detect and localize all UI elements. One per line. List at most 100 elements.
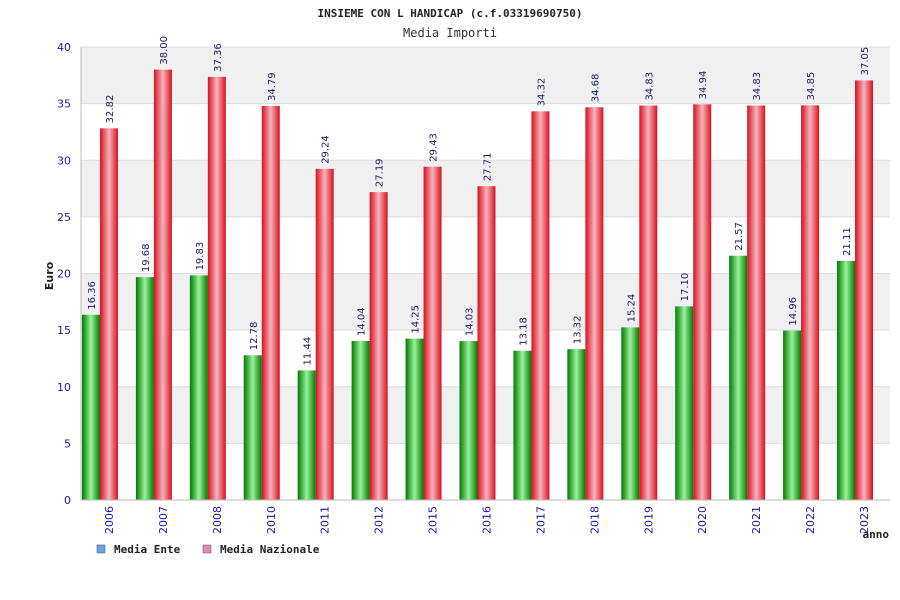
bar-media-nazionale: [531, 111, 550, 501]
data-label: 34.83: [644, 72, 655, 101]
x-tick-label: 2019: [642, 506, 655, 534]
y-tick-label: 5: [64, 437, 71, 450]
y-tick-label: 40: [57, 41, 71, 54]
bar-media-nazionale: [369, 192, 388, 501]
bar-media-ente: [81, 314, 100, 500]
data-label: 32.82: [105, 95, 116, 124]
bar-media-ente: [675, 306, 694, 500]
x-tick-label: 2018: [588, 506, 601, 534]
legend-swatch-nazionale: [202, 544, 212, 554]
bar-media-ente: [729, 255, 748, 500]
data-label: 14.04: [357, 307, 368, 336]
legend-swatch-ente: [96, 544, 106, 554]
x-tick-label: 2017: [534, 506, 547, 534]
data-label: 34.79: [267, 72, 278, 101]
x-axis-label: anno: [863, 528, 890, 541]
bar-media-ente: [297, 370, 316, 500]
data-label: 34.94: [698, 71, 709, 100]
data-label: 37.36: [213, 43, 224, 72]
bar-media-ente: [567, 349, 586, 500]
x-tick-label: 2010: [265, 506, 278, 534]
data-label: 29.43: [429, 133, 440, 162]
bar-media-nazionale: [477, 186, 496, 500]
bar-media-ente: [243, 355, 262, 500]
y-tick-label: 15: [57, 324, 71, 337]
bar-media-nazionale: [99, 128, 118, 500]
bar-media-ente: [135, 277, 154, 500]
x-axis-ticks: 2006 2007 2008 2010 2011 2012 2015 2016 2017 2018…: [103, 506, 871, 534]
bar-media-ente: [513, 350, 532, 500]
legend: Media Ente Media Nazionale: [96, 543, 320, 556]
data-label: 12.78: [249, 322, 260, 351]
bar-media-nazionale: [153, 69, 172, 501]
data-label: 27.19: [375, 158, 386, 187]
data-label: 16.36: [87, 281, 98, 310]
y-tick-label: 20: [57, 268, 71, 281]
y-axis-ticks: 0 5 10 15 20 25 30 35 40: [57, 41, 71, 507]
data-label: 13.32: [572, 316, 583, 345]
data-label: 34.32: [536, 78, 547, 107]
x-tick-label: 2021: [750, 506, 763, 534]
data-label: 34.68: [590, 74, 601, 103]
bar-media-ente: [351, 340, 370, 500]
bar-media-nazionale: [855, 80, 874, 500]
x-tick-label: 2007: [157, 506, 170, 534]
y-tick-label: 0: [64, 494, 71, 507]
chart-subtitle: Media Importi: [403, 26, 497, 40]
bar-media-nazionale: [423, 166, 442, 500]
bar-media-ente: [783, 330, 802, 500]
data-label: 13.18: [518, 317, 529, 346]
x-tick-label: 2016: [481, 506, 494, 534]
x-tick-label: 2022: [804, 506, 817, 534]
plot-band: [81, 47, 890, 104]
data-label: 14.96: [788, 297, 799, 326]
bar-media-nazionale: [261, 106, 280, 501]
data-label: 27.71: [483, 153, 494, 182]
data-label: 21.57: [734, 222, 745, 251]
bar-media-nazionale: [747, 105, 766, 501]
x-tick-label: 2011: [319, 506, 332, 534]
x-tick-label: 2015: [427, 506, 440, 534]
x-tick-label: 2023: [858, 506, 871, 534]
bar-media-ente: [459, 341, 478, 500]
bar-media-nazionale: [315, 168, 334, 500]
bars: [81, 69, 874, 501]
data-label: 37.05: [860, 47, 871, 76]
bar-media-nazionale: [585, 107, 604, 501]
y-tick-label: 10: [57, 381, 71, 394]
bar-media-nazionale: [801, 105, 820, 500]
data-label: 14.25: [411, 305, 422, 334]
y-tick-label: 35: [57, 98, 71, 111]
bar-media-ente: [837, 260, 856, 500]
data-label: 19.83: [195, 242, 206, 271]
bar-media-nazionale: [207, 76, 226, 500]
bar-media-nazionale: [693, 104, 712, 500]
data-label: 29.24: [321, 135, 332, 164]
bar-media-ente: [621, 327, 640, 500]
data-label: 19.68: [141, 243, 152, 272]
data-label: 17.10: [680, 273, 691, 302]
legend-label-nazionale: Media Nazionale: [220, 543, 320, 556]
data-label: 38.00: [159, 36, 170, 65]
bar-media-ente: [405, 338, 424, 500]
data-label: 14.03: [465, 307, 476, 336]
y-axis-label: Euro: [43, 261, 56, 290]
chart-title: INSIEME CON L HANDICAP (c.f.03319690750): [318, 7, 583, 20]
data-label: 34.83: [752, 72, 763, 101]
x-tick-label: 2008: [211, 506, 224, 534]
data-label: 34.85: [806, 72, 817, 101]
legend-label-ente: Media Ente: [114, 543, 181, 556]
bar-media-nazionale: [639, 105, 658, 501]
data-labels: 16.36 32.82 19.68 38.00 19.83 37.36 12.78 34.79…: [87, 36, 871, 365]
y-tick-label: 25: [57, 211, 71, 224]
x-tick-label: 2020: [696, 506, 709, 534]
x-tick-label: 2006: [103, 506, 116, 534]
plot-band: [81, 103, 890, 161]
y-tick-label: 30: [57, 154, 71, 167]
data-label: 15.24: [626, 294, 637, 323]
data-label: 11.44: [303, 337, 314, 366]
bar-media-ente: [189, 275, 208, 500]
data-label: 21.11: [842, 227, 853, 256]
x-tick-label: 2012: [373, 506, 386, 534]
